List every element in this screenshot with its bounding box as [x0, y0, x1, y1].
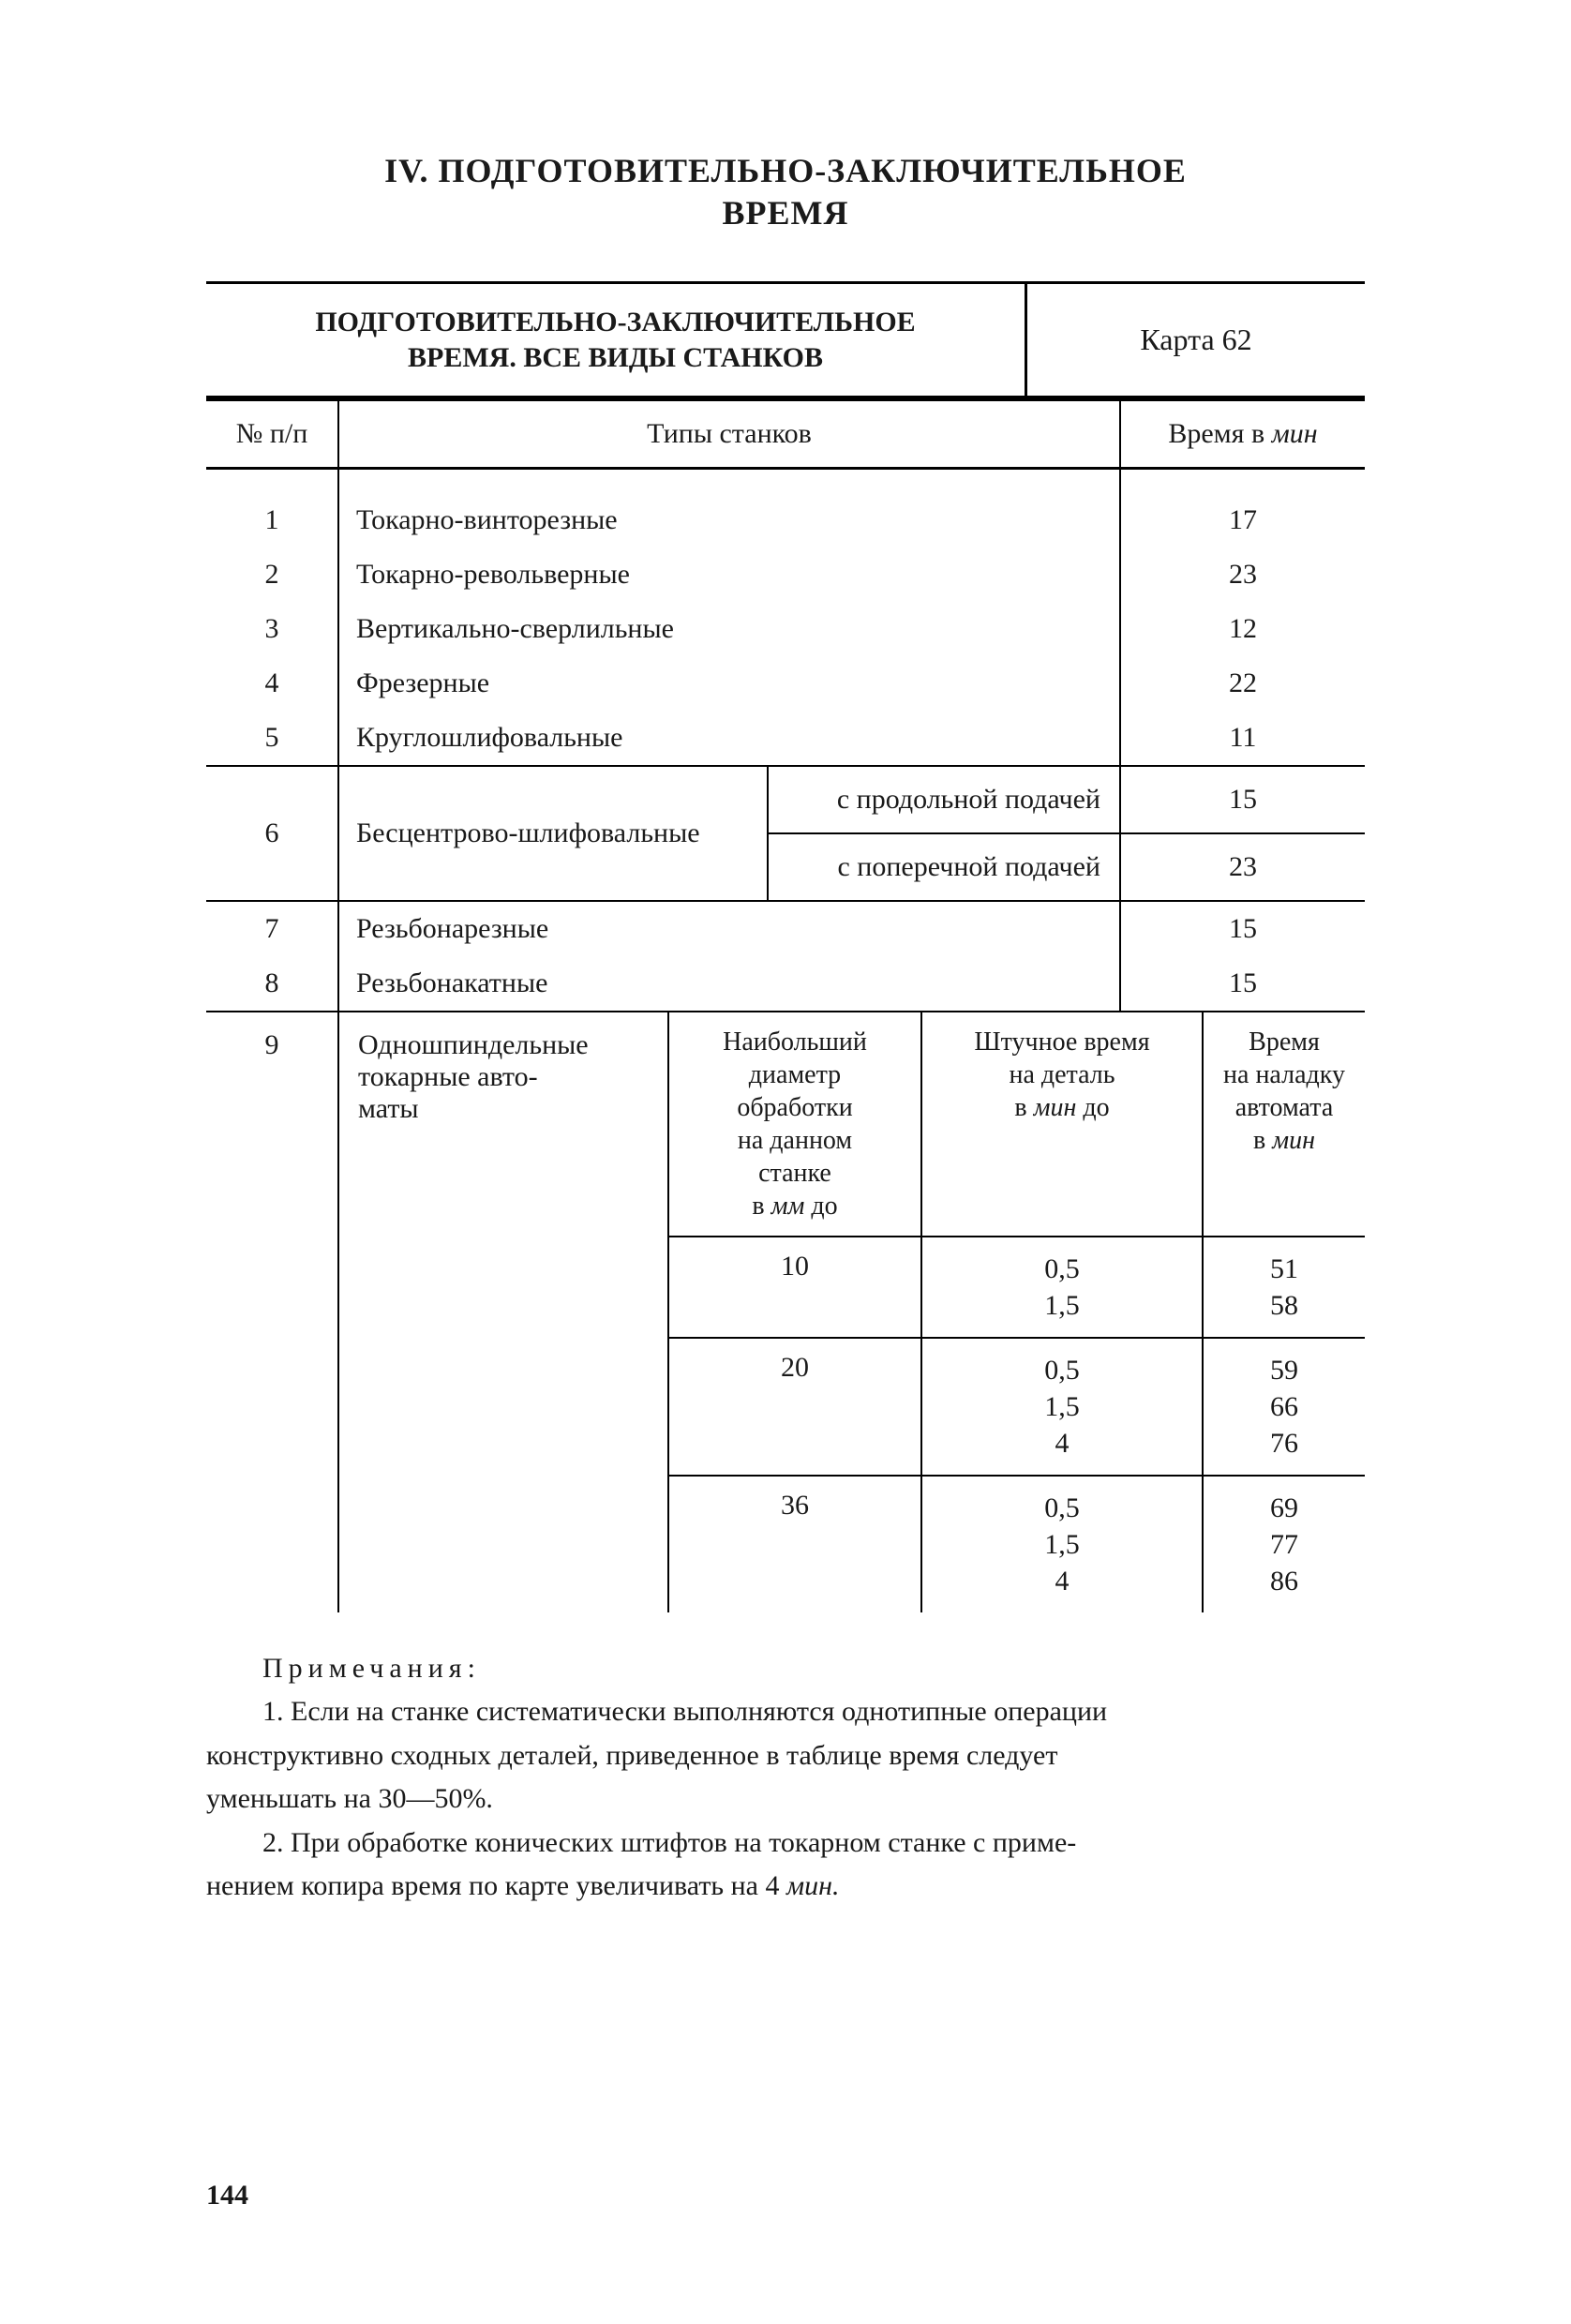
cell-type: Круглошлифовальные [338, 711, 1120, 766]
row9-diam: 20 [668, 1338, 921, 1476]
row9-desc: Одношпиндельные токарные авто- маты [338, 1012, 668, 1612]
row9-setup: 69 77 86 [1203, 1476, 1365, 1612]
section-title-line1: IV. ПОДГОТОВИТЕЛЬНО-ЗАКЛЮЧИТЕЛЬНОЕ [384, 152, 1187, 189]
th-time: Время в мин [1120, 400, 1365, 469]
cell-time: 15 [1120, 901, 1365, 956]
card-header: ПОДГОТОВИТЕЛЬНО-ЗАКЛЮЧИТЕЛЬНОЕ ВРЕМЯ. ВС… [206, 281, 1365, 398]
subtype-2: с поперечной подачей [769, 834, 1119, 900]
row9-desc-l1: Одношпиндельные [358, 1029, 589, 1060]
cell-num: 6 [206, 766, 338, 901]
cell-times: 15 23 [1120, 766, 1365, 901]
cell-type: Резьбонарезные [338, 901, 1120, 956]
th-time-label: Время в [1168, 418, 1264, 449]
card-header-right: Карта 62 [1027, 284, 1365, 396]
cell-type: Фрезерные [338, 656, 1120, 711]
th-time-unit: мин [1272, 418, 1318, 449]
note-1-line: уменьшать на 30—50%. [206, 1780, 1365, 1819]
table-row: 4 Фрезерные 22 [206, 656, 1365, 711]
page: IV. ПОДГОТОВИТЕЛЬНО-ЗАКЛЮЧИТЕЛЬНОЕ ВРЕМЯ… [0, 0, 1571, 2324]
row9-piece: 0,5 1,5 4 [921, 1476, 1203, 1612]
subtype-1: с продольной подачей [769, 767, 1119, 834]
cell-type: Токарно-револьверные [338, 547, 1120, 602]
row9-piece: 0,5 1,5 [921, 1237, 1203, 1338]
main-table: № п/п Типы станков Время в мин 1 Токарно… [206, 398, 1365, 1011]
row9-head-piece: Штучное время на деталь в мин до [921, 1012, 1203, 1237]
note-2-line: нением копира время по карте увеличивать… [206, 1867, 1365, 1906]
cell-num: 5 [206, 711, 338, 766]
section-title: IV. ПОДГОТОВИТЕЛЬНО-ЗАКЛЮЧИТЕЛЬНОЕ ВРЕМЯ [206, 150, 1365, 234]
row9-setup: 59 66 76 [1203, 1338, 1365, 1476]
cell-type: Токарно-винторезные [338, 493, 1120, 547]
row9-table: 9 Одношпиндельные токарные авто- маты На… [206, 1012, 1365, 1612]
cell-time: 17 [1120, 493, 1365, 547]
table-row: 5 Круглошлифовальные 11 [206, 711, 1365, 766]
th-type: Типы станков [338, 400, 1120, 469]
cell-num: 8 [206, 956, 338, 1011]
card-header-left: ПОДГОТОВИТЕЛЬНО-ЗАКЛЮЧИТЕЛЬНОЕ ВРЕМЯ. ВС… [206, 284, 1027, 396]
cell-type: Вертикально-сверлильные [338, 602, 1120, 656]
row9-head-row: 9 Одношпиндельные токарные авто- маты На… [206, 1012, 1365, 1237]
row9-diam: 10 [668, 1237, 921, 1338]
table-row: 8 Резьбонакатные 15 [206, 956, 1365, 1011]
row9-desc-l3: маты [358, 1093, 419, 1124]
row9-piece: 0,5 1,5 4 [921, 1338, 1203, 1476]
table-row: 2 Токарно-револьверные 23 [206, 547, 1365, 602]
row9-head-diam: Наибольший диаметр обработки на данном с… [668, 1012, 921, 1237]
table-row: 1 Токарно-винторезные 17 [206, 493, 1365, 547]
row9-diam: 36 [668, 1476, 921, 1612]
page-number: 144 [206, 2180, 248, 2212]
table-row: 7 Резьбонарезные 15 [206, 901, 1365, 956]
cell-num: 2 [206, 547, 338, 602]
notes-title: Примечания: [206, 1650, 1365, 1688]
notes: Примечания: 1. Если на станке систематич… [206, 1650, 1365, 1906]
cell-time: 22 [1120, 656, 1365, 711]
cell-time: 11 [1120, 711, 1365, 766]
row9-desc-l2: токарные авто- [358, 1061, 538, 1092]
spacer-row [206, 469, 1365, 493]
cell-time: 23 [1120, 547, 1365, 602]
subtime-1: 15 [1121, 767, 1365, 834]
table-row: 3 Вертикально-сверлильные 12 [206, 602, 1365, 656]
cell-num: 7 [206, 901, 338, 956]
table-row-split: 6 Бесцентрово-шлифовальные с продольной … [206, 766, 1365, 901]
card-header-left-l2: ВРЕМЯ. ВСЕ ВИДЫ СТАНКОВ [408, 342, 823, 373]
cell-subtypes: с продольной подачей с поперечной подаче… [768, 766, 1120, 901]
cell-num: 3 [206, 602, 338, 656]
row9-block: 9 Одношпиндельные токарные авто- маты На… [206, 1011, 1365, 1612]
card-header-left-l1: ПОДГОТОВИТЕЛЬНО-ЗАКЛЮЧИТЕЛЬНОЕ [315, 307, 915, 337]
th-num: № п/п [206, 400, 338, 469]
row9-num: 9 [206, 1012, 338, 1612]
row9-setup: 51 58 [1203, 1237, 1365, 1338]
cell-num: 4 [206, 656, 338, 711]
cell-time: 12 [1120, 602, 1365, 656]
cell-type: Резьбонакатные [338, 956, 1120, 1011]
cell-time: 15 [1120, 956, 1365, 1011]
cell-num: 1 [206, 493, 338, 547]
note-1-line: 1. Если на станке систематически выполня… [206, 1693, 1365, 1732]
row9-head-setup: Время на наладку автомата в мин [1203, 1012, 1365, 1237]
table-head-row: № п/п Типы станков Время в мин [206, 400, 1365, 469]
note-1-line: конструктивно сходных деталей, приведенн… [206, 1737, 1365, 1776]
note-2-line: 2. При обработке конических штифтов на т… [206, 1824, 1365, 1863]
section-title-line2: ВРЕМЯ [723, 194, 849, 232]
cell-type: Бесцентрово-шлифовальные [338, 766, 768, 901]
subtime-2: 23 [1121, 834, 1365, 900]
